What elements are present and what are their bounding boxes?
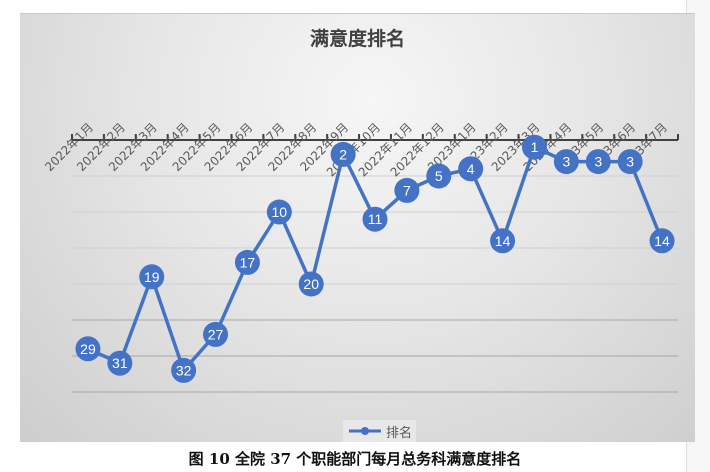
- figure-caption: 图 10 全院 37 个职能部门每月总务科满意度排名: [188, 450, 522, 468]
- svg-text:32: 32: [176, 362, 192, 378]
- data-point[interactable]: 14: [490, 228, 516, 254]
- data-point[interactable]: 27: [203, 321, 229, 347]
- data-point[interactable]: 19: [139, 264, 165, 290]
- svg-text:4: 4: [467, 161, 475, 177]
- svg-text:29: 29: [80, 341, 96, 357]
- svg-text:31: 31: [112, 355, 128, 371]
- data-point[interactable]: 31: [107, 350, 133, 376]
- plot-area: 2022年1月2022年2月2022年3月2022年4月2022年5月2022年…: [42, 120, 679, 393]
- svg-text:3: 3: [594, 154, 602, 170]
- legend-label: 排名: [386, 425, 413, 441]
- chart-area: 满意度排名 2022年1月 2022年2月 2022年3月 2022年4月 2022年5…: [20, 13, 695, 442]
- svg-text:1: 1: [531, 139, 539, 155]
- svg-text:14: 14: [654, 233, 670, 249]
- svg-text:10: 10: [272, 204, 288, 220]
- data-point[interactable]: 29: [75, 336, 101, 362]
- svg-text:7: 7: [403, 182, 411, 198]
- data-point[interactable]: 11: [362, 206, 388, 232]
- data-point[interactable]: 3: [585, 149, 611, 175]
- svg-text:3: 3: [562, 154, 570, 170]
- data-point[interactable]: 14: [649, 228, 675, 254]
- data-point[interactable]: 4: [458, 156, 484, 182]
- svg-text:5: 5: [435, 168, 443, 184]
- svg-text:3: 3: [626, 154, 634, 170]
- svg-text:27: 27: [208, 326, 224, 342]
- data-point[interactable]: 7: [394, 177, 420, 203]
- data-point[interactable]: 17: [234, 249, 260, 275]
- data-point[interactable]: 32: [171, 357, 197, 383]
- svg-text:19: 19: [144, 269, 160, 285]
- svg-text:14: 14: [495, 233, 511, 249]
- svg-text:2: 2: [339, 146, 347, 162]
- data-point[interactable]: 2: [330, 141, 356, 167]
- line-with-marker-icon: [349, 427, 381, 435]
- svg-text:17: 17: [240, 254, 256, 270]
- data-point[interactable]: 10: [266, 199, 292, 225]
- svg-text:11: 11: [368, 211, 383, 227]
- legend[interactable]: 排名: [343, 420, 417, 442]
- series-line-排名: [87, 145, 664, 373]
- data-point[interactable]: 5: [426, 163, 452, 189]
- chart-title: 满意度排名: [309, 28, 405, 50]
- data-point[interactable]: 20: [298, 271, 324, 297]
- svg-text:20: 20: [303, 276, 319, 292]
- data-point[interactable]: 1: [521, 134, 547, 160]
- data-point[interactable]: 3: [553, 149, 579, 175]
- data-point[interactable]: 3: [617, 149, 643, 175]
